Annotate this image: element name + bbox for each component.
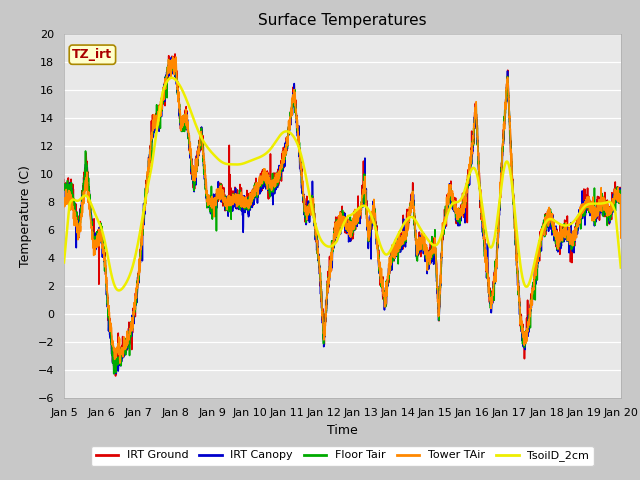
IRT Canopy: [60, 189, 68, 194]
TsoilD_2cm: [298, 156, 306, 161]
Tower TAir: [169, 54, 177, 60]
IRT Canopy: [274, 170, 282, 176]
Text: TZ_irt: TZ_irt: [72, 48, 113, 61]
IRT Ground: [60, 177, 68, 182]
Tower TAir: [606, 211, 614, 217]
IRT Canopy: [547, 212, 554, 217]
IRT Canopy: [157, 108, 164, 114]
Floor Tair: [547, 208, 554, 214]
IRT Canopy: [124, 341, 132, 347]
IRT Ground: [606, 208, 614, 214]
TsoilD_2cm: [606, 199, 614, 205]
IRT Ground: [617, 190, 625, 196]
IRT Ground: [298, 174, 306, 180]
Floor Tair: [165, 57, 173, 62]
Floor Tair: [60, 186, 68, 192]
IRT Ground: [547, 218, 554, 224]
Floor Tair: [617, 191, 625, 196]
IRT Ground: [124, 340, 132, 346]
TsoilD_2cm: [617, 264, 625, 270]
IRT Ground: [112, 373, 120, 379]
Floor Tair: [157, 110, 164, 116]
Legend: IRT Ground, IRT Canopy, Floor Tair, Tower TAir, TsoilD_2cm: IRT Ground, IRT Canopy, Floor Tair, Towe…: [91, 446, 594, 466]
Floor Tair: [606, 212, 614, 218]
Floor Tair: [124, 340, 132, 346]
TsoilD_2cm: [60, 260, 68, 265]
IRT Canopy: [606, 210, 614, 216]
Tower TAir: [298, 176, 306, 182]
Floor Tair: [274, 181, 282, 187]
Tower TAir: [547, 217, 554, 223]
IRT Ground: [171, 51, 179, 57]
Floor Tair: [110, 371, 118, 377]
TsoilD_2cm: [547, 216, 554, 222]
Tower TAir: [116, 360, 124, 366]
IRT Ground: [157, 98, 164, 104]
Line: Tower TAir: Tower TAir: [64, 57, 621, 363]
Line: TsoilD_2cm: TsoilD_2cm: [64, 78, 621, 290]
TsoilD_2cm: [124, 277, 132, 283]
Tower TAir: [157, 113, 164, 119]
Floor Tair: [298, 177, 306, 182]
Tower TAir: [617, 235, 625, 241]
Title: Surface Temperatures: Surface Temperatures: [258, 13, 427, 28]
TsoilD_2cm: [274, 135, 282, 141]
Line: IRT Ground: IRT Ground: [64, 54, 621, 376]
Tower TAir: [60, 197, 68, 203]
Tower TAir: [274, 178, 282, 183]
IRT Canopy: [168, 55, 175, 60]
IRT Ground: [274, 175, 282, 180]
Line: IRT Canopy: IRT Canopy: [64, 58, 621, 373]
Line: Floor Tair: Floor Tair: [64, 60, 621, 374]
IRT Canopy: [298, 172, 306, 178]
X-axis label: Time: Time: [327, 424, 358, 437]
TsoilD_2cm: [157, 101, 164, 107]
IRT Canopy: [113, 371, 120, 376]
TsoilD_2cm: [168, 75, 175, 81]
Tower TAir: [124, 341, 132, 347]
Y-axis label: Temperature (C): Temperature (C): [19, 165, 32, 267]
IRT Canopy: [617, 195, 625, 201]
TsoilD_2cm: [115, 288, 123, 293]
